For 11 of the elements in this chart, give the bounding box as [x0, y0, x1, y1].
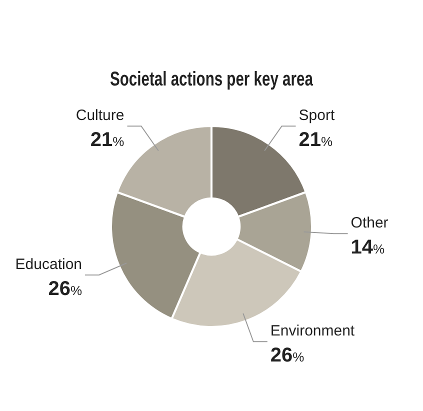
- chart-title: Societal actions per key area: [110, 67, 314, 90]
- slice-label: Other: [350, 214, 388, 232]
- data-label: 26%: [270, 344, 305, 367]
- slice-label: Sport: [298, 107, 336, 124]
- slice-label: Culture: [76, 107, 124, 124]
- slice-label: Education: [15, 256, 82, 274]
- data-label: 26%: [48, 278, 82, 300]
- data-label: 21%: [298, 129, 334, 152]
- data-label: 21%: [90, 129, 125, 152]
- data-label: 14%: [350, 236, 386, 259]
- slice-label: Environment: [270, 322, 356, 340]
